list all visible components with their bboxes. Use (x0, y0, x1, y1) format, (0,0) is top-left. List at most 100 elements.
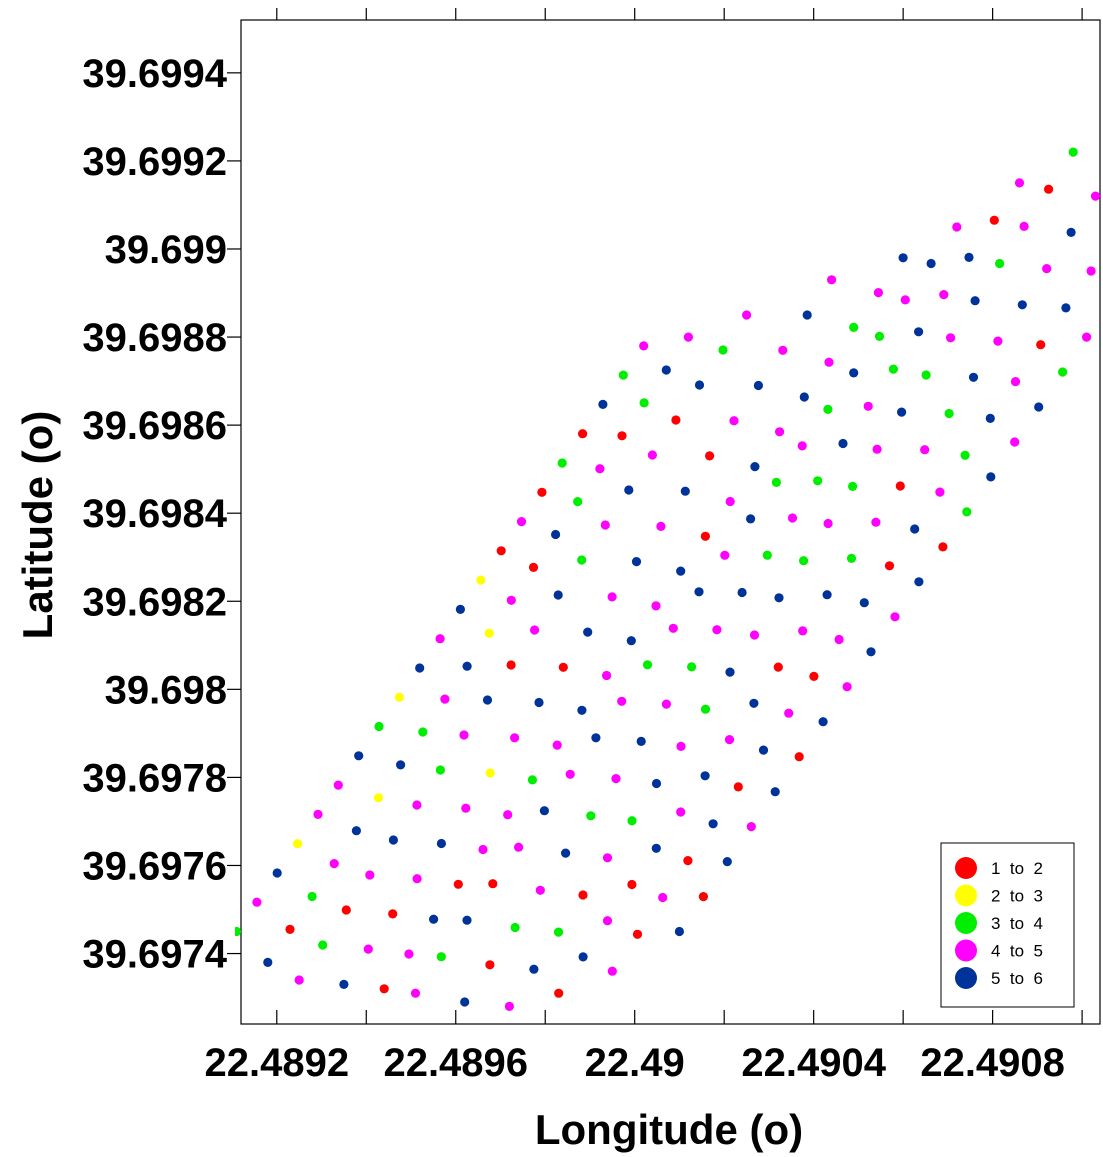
data-point (771, 477, 782, 487)
data-point (578, 890, 588, 900)
data-point (607, 592, 617, 602)
data-point (341, 905, 351, 915)
data-point (762, 550, 772, 560)
legend-swatch (955, 939, 977, 962)
data-point (435, 634, 445, 644)
data-point (553, 927, 564, 937)
y-tick-label: 39.6986 (82, 404, 227, 448)
data-point (552, 740, 562, 750)
data-point (794, 752, 804, 762)
data-point (293, 839, 303, 849)
data-point (539, 806, 550, 816)
data-point (632, 929, 643, 939)
data-point (410, 988, 421, 998)
data-point (396, 760, 406, 770)
data-point (602, 853, 613, 863)
data-point (694, 587, 704, 597)
data-point (333, 780, 343, 790)
data-point (551, 529, 561, 540)
data-point (558, 662, 568, 672)
y-tick-label: 39.6982 (82, 580, 227, 624)
data-point (848, 481, 858, 491)
data-point (809, 671, 819, 682)
data-point (598, 399, 608, 409)
data-point (1019, 221, 1029, 231)
data-point (866, 647, 876, 657)
data-point (627, 816, 637, 826)
legend-label: 5 to 6 (991, 969, 1043, 988)
data-point (573, 497, 583, 507)
data-point (895, 481, 905, 491)
y-tick-label: 39.699 (105, 228, 227, 272)
data-point (859, 598, 869, 608)
data-point (388, 835, 398, 845)
data-point (647, 450, 658, 460)
data-point (968, 372, 979, 382)
data-point (718, 345, 728, 355)
data-point (285, 924, 295, 935)
data-point (504, 1001, 514, 1012)
data-point (459, 730, 469, 740)
data-point (873, 288, 884, 298)
data-point (436, 838, 446, 849)
data-point (970, 296, 980, 306)
data-point (863, 401, 873, 411)
data-point (683, 856, 693, 866)
data-point (773, 662, 783, 672)
data-point (725, 667, 735, 677)
legend-label: 4 to 5 (991, 942, 1043, 961)
data-point (516, 517, 527, 527)
data-point (553, 590, 563, 600)
data-point (797, 441, 807, 451)
data-point (683, 332, 694, 342)
data-point (263, 957, 273, 968)
data-point (1068, 147, 1078, 157)
data-point (694, 380, 705, 390)
data-point (888, 364, 899, 374)
data-point (651, 601, 661, 611)
data-point (318, 940, 328, 950)
data-point (986, 472, 996, 482)
data-point (989, 215, 999, 225)
data-points (235, 147, 1101, 1012)
data-point (535, 885, 545, 895)
data-point (712, 625, 722, 635)
data-point (724, 735, 735, 745)
data-point (1066, 227, 1076, 237)
data-point (530, 625, 540, 635)
data-point (1017, 300, 1027, 310)
y-tick-label: 39.6984 (82, 492, 227, 536)
data-point (750, 462, 760, 472)
data-point (374, 721, 384, 732)
data-point (591, 733, 601, 743)
data-point (514, 842, 524, 852)
data-point (890, 612, 900, 622)
data-point (849, 322, 859, 332)
legend-swatch (955, 857, 977, 879)
data-point (722, 857, 732, 867)
data-point (294, 975, 304, 985)
data-point (462, 915, 472, 925)
data-point (537, 487, 547, 497)
axes-frame (240, 19, 1101, 1025)
data-point (527, 775, 538, 785)
data-point (1042, 264, 1052, 274)
data-point (595, 464, 605, 474)
data-point (824, 357, 834, 367)
data-point (484, 628, 494, 638)
data-point (960, 450, 970, 460)
data-point (412, 800, 422, 810)
data-point (578, 952, 588, 962)
data-point (482, 695, 493, 705)
data-point (429, 914, 439, 924)
legend-label: 3 to 4 (991, 914, 1043, 933)
data-point (938, 542, 948, 552)
data-point (1036, 340, 1046, 350)
y-axis-title: Latitude (o) (14, 411, 61, 640)
data-point (834, 634, 844, 645)
data-point (586, 811, 596, 821)
data-point (798, 626, 808, 636)
data-point (578, 429, 588, 439)
legend: 1 to 2 2 to 3 3 to 4 4 to 5 5 to 6 (940, 842, 1075, 1008)
